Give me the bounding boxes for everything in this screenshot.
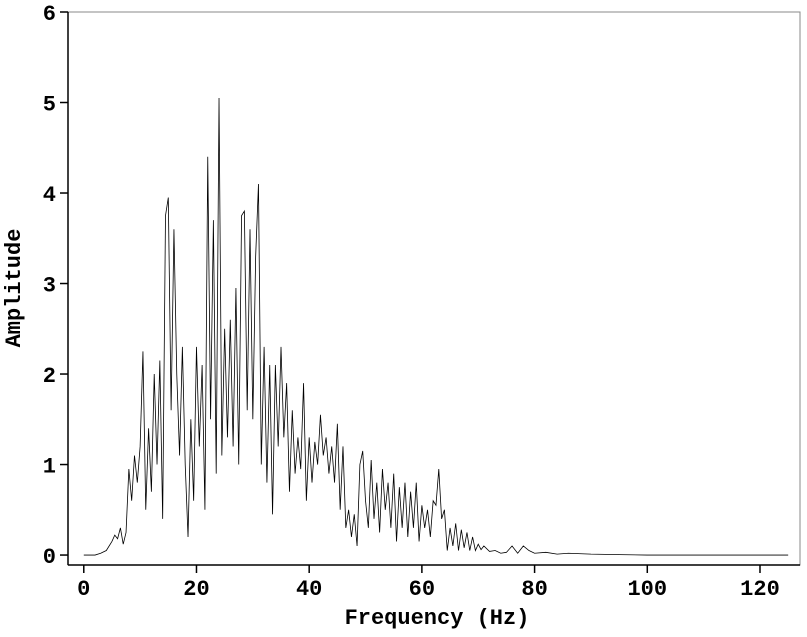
y-tick-label: 4	[43, 183, 56, 208]
x-tick-label: 60	[409, 577, 435, 602]
x-tick-label: 100	[627, 577, 667, 602]
y-tick-label: 3	[43, 274, 56, 299]
y-tick-label: 6	[43, 2, 56, 27]
x-axis-label: Frequency (Hz)	[345, 606, 530, 631]
x-tick-label: 20	[183, 577, 209, 602]
spectrum-line	[83, 97, 789, 556]
x-tick-label: 40	[296, 577, 322, 602]
plot-frame	[67, 11, 801, 566]
x-tick-label: 120	[740, 577, 780, 602]
y-axis-label: Amplitude	[2, 229, 27, 348]
y-tick-label: 1	[43, 455, 56, 480]
y-tick-label: 0	[43, 545, 56, 570]
x-tick-label: 80	[521, 577, 547, 602]
x-tick-label: 0	[77, 577, 90, 602]
y-tick-label: 5	[43, 93, 56, 118]
y-tick-label: 2	[43, 364, 56, 389]
